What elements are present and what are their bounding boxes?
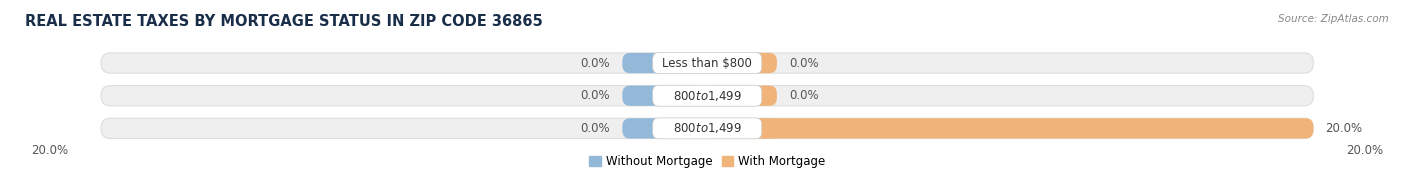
Text: $800 to $1,499: $800 to $1,499 xyxy=(672,121,742,135)
Text: Less than $800: Less than $800 xyxy=(662,57,752,70)
Text: REAL ESTATE TAXES BY MORTGAGE STATUS IN ZIP CODE 36865: REAL ESTATE TAXES BY MORTGAGE STATUS IN … xyxy=(25,14,543,29)
FancyBboxPatch shape xyxy=(101,118,1313,139)
FancyBboxPatch shape xyxy=(707,118,1313,139)
FancyBboxPatch shape xyxy=(707,86,778,106)
FancyBboxPatch shape xyxy=(623,118,707,139)
Text: $800 to $1,499: $800 to $1,499 xyxy=(672,89,742,103)
Text: 0.0%: 0.0% xyxy=(789,57,818,70)
FancyBboxPatch shape xyxy=(652,118,762,139)
Text: Source: ZipAtlas.com: Source: ZipAtlas.com xyxy=(1278,14,1389,24)
FancyBboxPatch shape xyxy=(707,118,778,139)
FancyBboxPatch shape xyxy=(707,53,778,73)
Text: 20.0%: 20.0% xyxy=(31,144,69,157)
Text: 0.0%: 0.0% xyxy=(789,89,818,102)
FancyBboxPatch shape xyxy=(652,53,762,74)
FancyBboxPatch shape xyxy=(623,53,707,73)
FancyBboxPatch shape xyxy=(101,53,1313,73)
FancyBboxPatch shape xyxy=(101,86,1313,106)
Text: 0.0%: 0.0% xyxy=(581,57,610,70)
Text: 0.0%: 0.0% xyxy=(581,122,610,135)
Text: 20.0%: 20.0% xyxy=(1326,122,1362,135)
FancyBboxPatch shape xyxy=(623,86,707,106)
Text: 0.0%: 0.0% xyxy=(581,89,610,102)
Text: 20.0%: 20.0% xyxy=(1346,144,1384,157)
FancyBboxPatch shape xyxy=(652,85,762,106)
Legend: Without Mortgage, With Mortgage: Without Mortgage, With Mortgage xyxy=(585,150,830,173)
